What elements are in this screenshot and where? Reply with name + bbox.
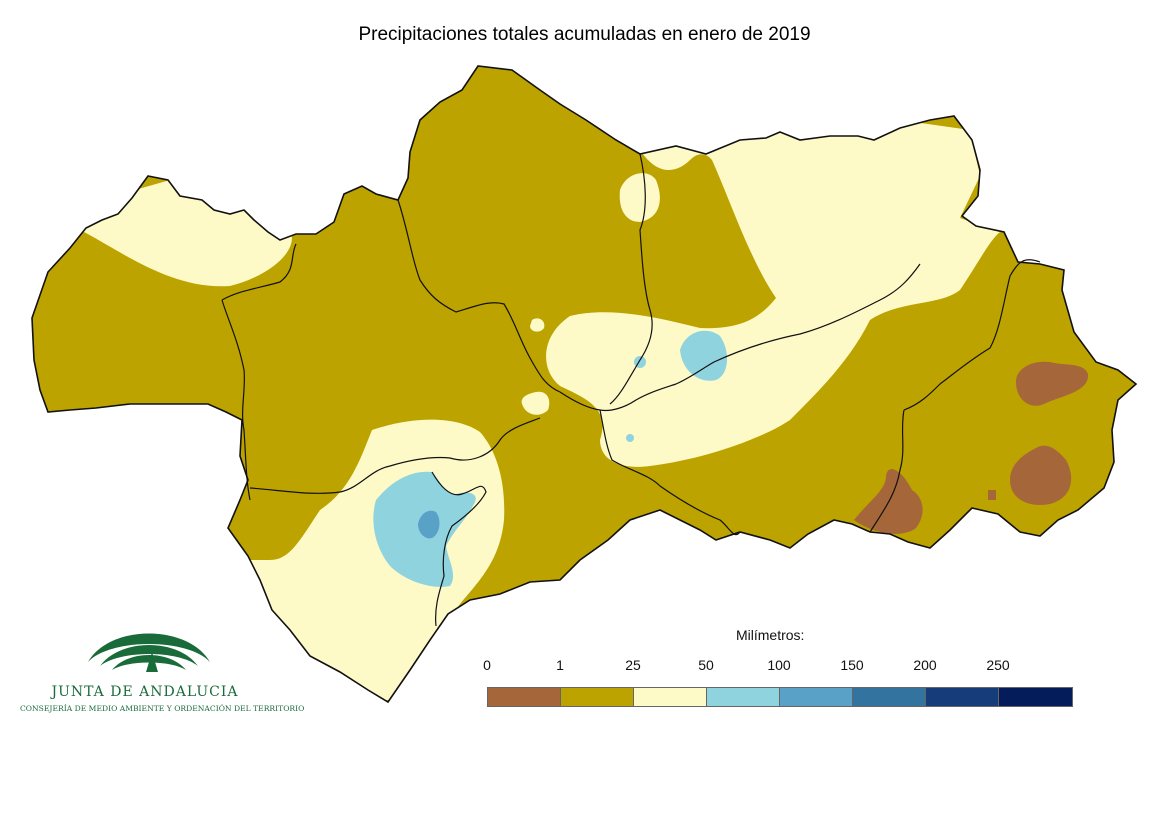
- border-sevilla-cordoba: [397, 199, 561, 393]
- logo-department: CONSEJERÍA DE MEDIO AMBIENTE Y ORDENACIÓ…: [20, 704, 305, 713]
- junta-logo-icon: [88, 633, 210, 672]
- border-granada-almeria: [869, 409, 905, 533]
- zone-50-100-granada: [680, 330, 728, 381]
- legend-swatch-50-100: [707, 688, 780, 706]
- legend-tick-1: 1: [556, 657, 564, 673]
- border-cordoba-jaen: [609, 153, 653, 405]
- border-huelva-sevilla-north: [221, 243, 297, 301]
- border-sevilla-cadiz: [249, 417, 541, 494]
- legend-swatch-1-25: [561, 688, 634, 706]
- zone-0-1-almeria-north: [1016, 361, 1089, 406]
- legend-tick-250: 250: [986, 657, 1010, 673]
- border-huelva-sevilla: [221, 299, 251, 501]
- border-jaen-granada: [559, 263, 921, 412]
- legend-tick-0: 0: [483, 657, 491, 673]
- legend-tick-200: 200: [913, 657, 937, 673]
- legend-tick-100: 100: [767, 657, 791, 673]
- legend-swatch->250: [999, 688, 1072, 706]
- zone-25-50-small-1: [521, 391, 550, 415]
- legend-color-bar: [487, 687, 1073, 707]
- legend-tick-25: 25: [625, 657, 641, 673]
- zone-100-150-grazalema-core: [418, 510, 440, 539]
- legend-swatch-100-150: [780, 688, 853, 706]
- legend-title: Milímetros:: [736, 627, 805, 643]
- zone-25-50-small-2: [530, 318, 545, 332]
- zone-50-100-small-2: [626, 434, 634, 442]
- logo-name: JUNTA DE ANDALUCIA: [51, 684, 239, 700]
- legend-swatch-0-1: [488, 688, 561, 706]
- legend-tick-50: 50: [698, 657, 714, 673]
- legend-swatch-25-50: [634, 688, 707, 706]
- border-almeria-north: [903, 259, 1041, 411]
- map-title: Precipitaciones totales acumuladas en en…: [358, 24, 811, 45]
- zone-0-1-small: [988, 490, 996, 500]
- legend-swatch-150-200: [853, 688, 926, 706]
- border-cadiz-malaga: [431, 471, 487, 627]
- zone-0-1-almeria-east: [1010, 445, 1072, 505]
- zone-25-50-jaen-granada: [546, 120, 1000, 467]
- zone-25-50-cordoba-east: [619, 173, 660, 222]
- legend-tick-150: 150: [840, 657, 864, 673]
- legend-swatch-200-250: [926, 688, 999, 706]
- border-cordoba-malaga-granada: [599, 409, 741, 536]
- province-borders: [221, 153, 1041, 627]
